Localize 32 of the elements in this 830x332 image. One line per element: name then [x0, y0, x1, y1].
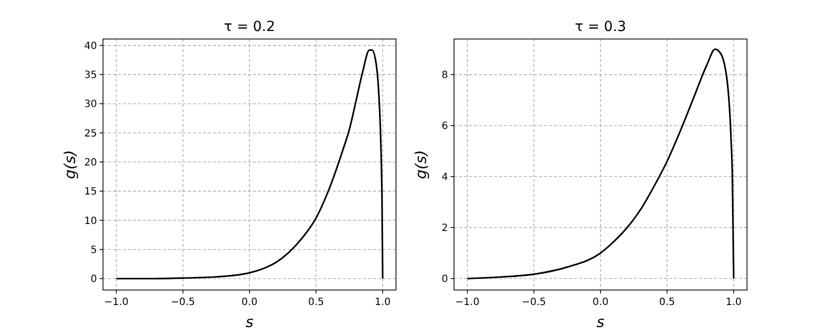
y-tick-label: 10	[84, 216, 97, 227]
y-tick-label: 0	[90, 274, 97, 286]
y-axis-title: g(s)	[412, 150, 430, 180]
x-tick-label: −0.5	[522, 297, 546, 308]
y-tick-label: 35	[84, 70, 97, 82]
x-tick-label: 0.0	[592, 297, 608, 308]
x-axis-title: s	[246, 313, 254, 331]
x-tick-label: −1.0	[455, 297, 480, 308]
line-series	[466, 48, 734, 280]
y-tick-label: 6	[442, 121, 448, 132]
y-tick-label: 8	[442, 70, 448, 82]
y-tick-label: 25	[84, 128, 97, 140]
y-tick-label: 5	[90, 244, 97, 256]
y-tick-label: 4	[442, 172, 448, 184]
y-tick-label: 40	[84, 40, 97, 52]
x-tick-label: −0.5	[170, 297, 196, 308]
y-tick-label: 0	[442, 274, 448, 286]
x-tick-label: 0.5	[659, 297, 676, 308]
x-tick-label: 0.5	[308, 297, 324, 308]
y-axis-title: g(s)	[61, 150, 79, 180]
x-tick-label: 0.0	[242, 297, 258, 308]
y-tick-label: 20	[84, 158, 97, 169]
line-series	[116, 49, 384, 280]
chart-title: τ = 0.2	[224, 19, 276, 35]
x-tick-label: 1.0	[374, 297, 391, 308]
x-tick-label: −1.0	[104, 297, 128, 308]
x-axis-title: s	[596, 313, 605, 331]
y-tick-label: 15	[84, 186, 97, 198]
y-tick-label: 2	[442, 223, 448, 234]
chart-title: τ = 0.3	[574, 19, 626, 35]
y-tick-label: 30	[84, 99, 97, 110]
x-tick-label: 1.0	[726, 297, 742, 308]
